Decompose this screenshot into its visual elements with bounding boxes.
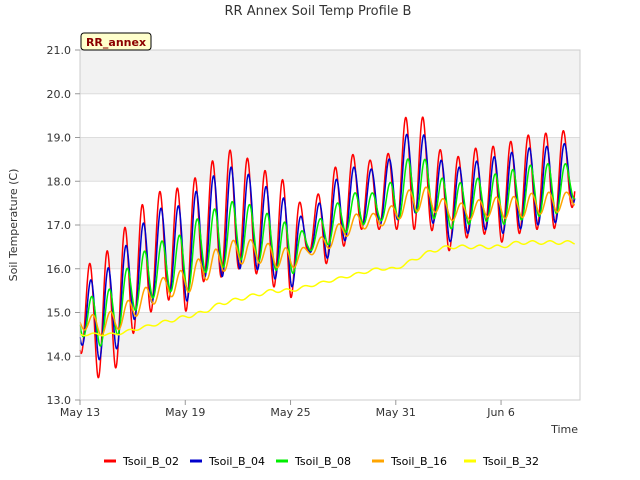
plot-band xyxy=(80,312,580,357)
y-tick-label: 21.0 xyxy=(47,44,72,57)
annotation-badge: RR_annex xyxy=(80,32,152,51)
series-lines xyxy=(79,116,576,379)
annotation-badge-box xyxy=(80,32,152,51)
y-tick-label: 14.0 xyxy=(47,350,72,363)
y-tick-label: 20.0 xyxy=(47,88,72,101)
annotation-badge-label: RR_annex xyxy=(86,36,146,49)
y-axis-label: Soil Temperature (C) xyxy=(7,169,20,282)
legend-label-tsoil-b-02: Tsoil_B_02 xyxy=(122,455,179,468)
x-tick-label: Jun 6 xyxy=(486,406,515,419)
legend-label-tsoil-b-08: Tsoil_B_08 xyxy=(294,455,351,468)
x-tick-label: May 31 xyxy=(376,406,416,419)
plot-band xyxy=(80,356,580,400)
y-tick-label: 15.0 xyxy=(47,307,72,320)
series-line-tsoil-b-08 xyxy=(79,158,576,347)
y-tick-label: 17.0 xyxy=(47,219,72,232)
plot-band xyxy=(80,93,580,138)
y-tick-label: 16.0 xyxy=(47,263,72,276)
x-tick-label: May 25 xyxy=(270,406,310,419)
y-tick-label: 19.0 xyxy=(47,132,72,145)
series-line-tsoil-b-32 xyxy=(79,240,576,337)
legend-label-tsoil-b-04: Tsoil_B_04 xyxy=(208,455,265,468)
plot-band xyxy=(80,50,580,94)
series-line-tsoil-b-16 xyxy=(79,186,576,337)
y-tick-label: 18.0 xyxy=(47,175,72,188)
plot-band xyxy=(80,137,580,182)
y-axis-ticks: 13.0 14.0 15.0 16.0 17.0 18.0 19.0 20.0 21.0 xyxy=(47,44,80,407)
legend: Tsoil_B_02 Tsoil_B_04 Tsoil_B_08 Tsoil_B_16… xyxy=(104,455,539,468)
x-axis-ticks: May 13 May 19 May 25 May 31 Jun 6 xyxy=(60,400,515,419)
chart-title: RR Annex Soil Temp Profile B xyxy=(225,4,412,19)
plot-band xyxy=(80,268,580,313)
x-tick-label: May 19 xyxy=(165,406,205,419)
x-axis-label: Time xyxy=(550,423,578,436)
series-line-tsoil-b-04 xyxy=(79,133,576,361)
y-tick-label: 13.0 xyxy=(47,394,72,407)
legend-label-tsoil-b-32: Tsoil_B_32 xyxy=(482,455,539,468)
x-tick-label: May 13 xyxy=(60,406,100,419)
legend-label-tsoil-b-16: Tsoil_B_16 xyxy=(390,455,447,468)
